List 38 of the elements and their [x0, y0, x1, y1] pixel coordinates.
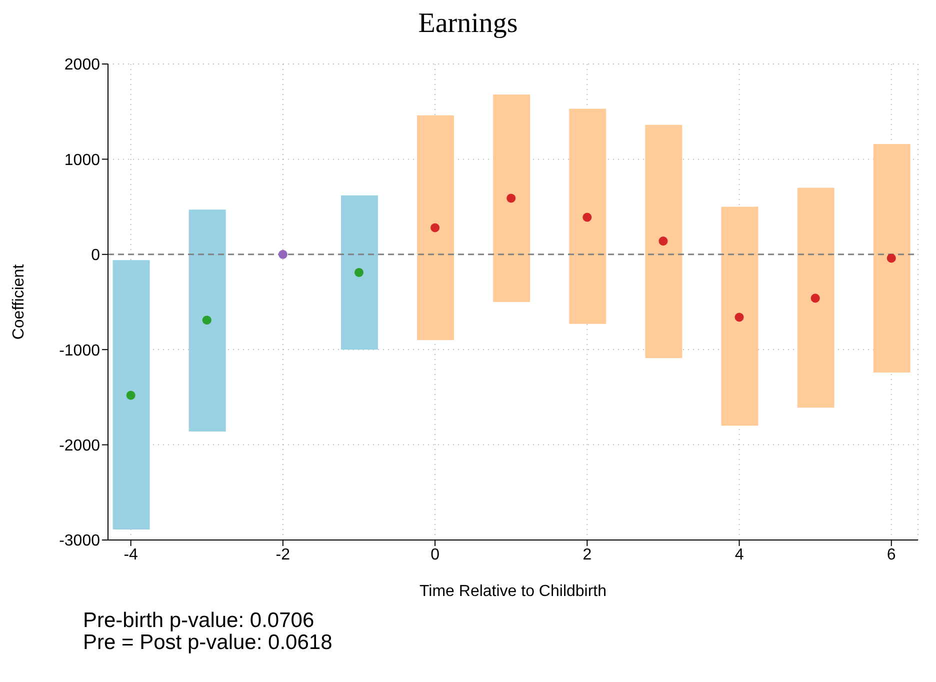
- x-tick-label: -4: [124, 546, 138, 564]
- chart-title: Earnings: [417, 8, 519, 40]
- y-tick-label: -2000: [59, 437, 100, 454]
- bar: [569, 108, 606, 324]
- bar: [721, 206, 758, 426]
- x-tick-label: 0: [430, 546, 440, 564]
- y-axis-title: Coefficient: [10, 264, 28, 340]
- point: [278, 250, 288, 259]
- text: Pre-birth p-value: 0.0706: [83, 609, 316, 632]
- x-tick-label: -2: [276, 546, 290, 564]
- point: [886, 254, 896, 263]
- y-tick-label: 2000: [64, 56, 100, 74]
- bar: [417, 115, 454, 340]
- bar: [340, 195, 378, 350]
- bar: [797, 188, 834, 408]
- bar: [493, 94, 530, 302]
- y-tick-label: 1000: [64, 152, 100, 169]
- y-tick-label: -3000: [59, 532, 100, 550]
- bar: [188, 210, 226, 432]
- point: [658, 236, 668, 246]
- y-tick-label: -1000: [59, 342, 100, 360]
- x-axis-title: Time Relative to Childbirth: [419, 583, 607, 600]
- text: Pre = Post p-value: 0.0618: [83, 631, 334, 654]
- bar: [112, 260, 150, 530]
- x-tick-label: 4: [734, 546, 744, 564]
- point: [202, 316, 212, 325]
- point: [126, 390, 136, 400]
- bar: [645, 124, 682, 358]
- point: [582, 212, 592, 222]
- bar: [873, 144, 910, 372]
- point: [810, 294, 820, 303]
- point: [354, 268, 364, 277]
- x-tick-label: 2: [582, 546, 592, 564]
- x-tick-label: 6: [886, 546, 896, 564]
- y-tick-label: 0: [91, 247, 100, 264]
- point: [430, 223, 440, 232]
- point: [734, 312, 744, 322]
- point: [506, 194, 516, 203]
